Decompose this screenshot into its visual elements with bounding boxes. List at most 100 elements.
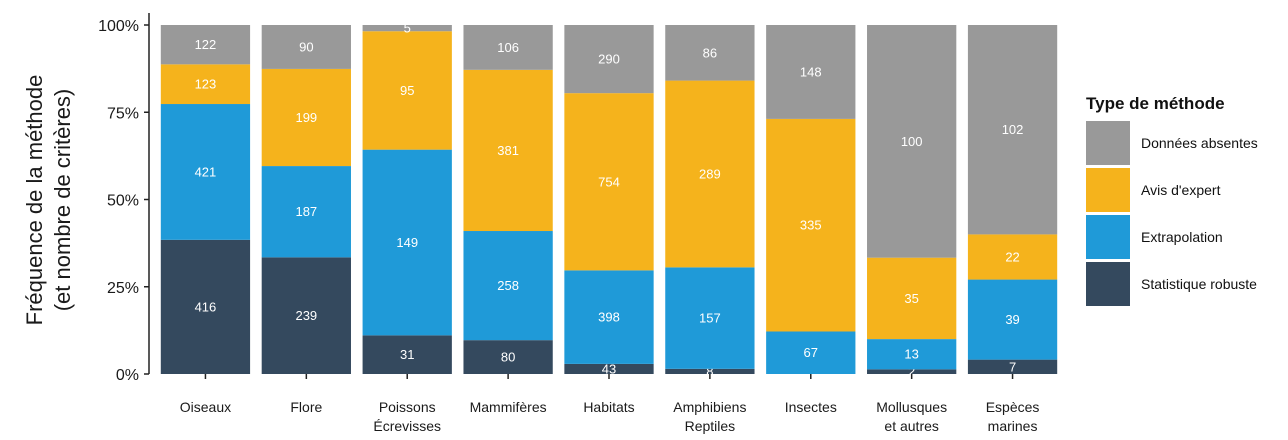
segment-value-label: 258 — [497, 278, 519, 293]
bar-group: 7 39 22 102 — [967, 25, 1058, 374]
segment-value-label: 5 — [404, 21, 411, 36]
y-tick-label: 100% — [98, 18, 139, 35]
x-category-label: Mammifères — [470, 399, 547, 415]
bar-segment — [867, 25, 957, 258]
legend-entry-label: Statistique robuste — [1141, 276, 1257, 292]
x-category-label-line: Écrevisses — [373, 418, 441, 434]
bar-segment — [867, 339, 957, 370]
bar-segment — [766, 25, 856, 119]
segment-value-label: 86 — [703, 45, 717, 60]
x-category-label: Oiseaux — [180, 399, 231, 415]
segment-value-label: 102 — [1002, 122, 1024, 137]
bar-segment — [867, 257, 957, 340]
bar-group: 239 187 199 90 — [261, 25, 351, 374]
x-category-label-line: marines — [988, 418, 1038, 434]
segment-value-label: 157 — [699, 311, 721, 326]
segment-value-label: 381 — [497, 143, 519, 158]
y-tick-label: 25% — [107, 280, 139, 297]
bar-segment — [463, 25, 553, 70]
y-axis-title: Fréquence de la méthode (et nombre de cri… — [22, 75, 75, 326]
segment-value-label: 67 — [804, 345, 818, 360]
segment-value-label: 754 — [598, 174, 620, 189]
segment-value-label: 398 — [598, 310, 620, 325]
bar-segment — [665, 80, 755, 268]
bar-group: 67 335 148 — [766, 25, 856, 374]
bar-segment — [362, 149, 452, 336]
bar-segment — [261, 68, 351, 167]
bar-segment — [362, 335, 452, 374]
bar-segment — [967, 25, 1058, 235]
x-category-label-line: Mollusques — [876, 399, 947, 415]
x-category-label-line: et autres — [884, 418, 938, 434]
y-tick-label: 0% — [116, 367, 139, 384]
bar-segment — [463, 69, 553, 232]
segment-value-label: 13 — [904, 347, 918, 362]
legend-swatch — [1086, 168, 1130, 212]
bar-segment — [967, 359, 1058, 374]
bar-segment — [261, 257, 351, 374]
bar-segment — [665, 368, 755, 374]
bar-group: 416 421 123 122 — [160, 25, 251, 374]
bar-segment — [160, 25, 251, 65]
x-category-label: Mollusques et autres — [876, 399, 947, 434]
bar-segment — [362, 31, 452, 150]
segment-value-label: 7 — [1009, 359, 1016, 374]
segment-value-label: 100 — [901, 134, 923, 149]
bar-segment — [665, 25, 755, 81]
bar-group: 80 258 381 106 — [463, 25, 553, 374]
segment-value-label: 80 — [501, 350, 515, 365]
segment-value-label: 122 — [195, 37, 217, 52]
bar-segment — [564, 25, 654, 94]
x-category-label-line: Habitats — [583, 399, 634, 415]
segment-value-label: 8 — [706, 364, 713, 379]
bar-group: 2 13 35 100 — [867, 25, 957, 379]
x-category-label: Espèces marines — [986, 399, 1040, 434]
segment-value-label: 289 — [699, 166, 721, 181]
bar-segment — [362, 25, 452, 32]
bar-segment — [564, 363, 654, 374]
x-category-label: Flore — [290, 399, 322, 415]
bar-segment — [665, 267, 755, 369]
legend-entry-label: Données absentes — [1141, 135, 1258, 151]
y-tick-label: 50% — [107, 193, 139, 210]
segment-value-label: 106 — [497, 40, 519, 55]
bar-segment — [261, 166, 351, 258]
segment-value-label: 123 — [195, 77, 217, 92]
segment-value-label: 187 — [295, 204, 317, 219]
legend-title: Type de méthode — [1086, 94, 1225, 113]
bar-segment — [766, 331, 856, 374]
bar-segment — [564, 93, 654, 271]
bar-segment — [160, 239, 251, 374]
segment-value-label: 31 — [400, 347, 414, 362]
legend-swatch — [1086, 262, 1130, 306]
bar-segment — [564, 270, 654, 364]
bar-segment — [160, 64, 251, 105]
x-category-label: Habitats — [583, 399, 634, 415]
legend-swatch — [1086, 121, 1130, 165]
x-category-label: Insectes — [785, 399, 837, 415]
y-axis-title-line: (et nombre de critères) — [50, 89, 75, 312]
bar-segment — [967, 234, 1058, 280]
x-category-label-line: Espèces — [986, 399, 1040, 415]
legend-swatch — [1086, 215, 1130, 259]
bar-segment — [766, 118, 856, 332]
segment-value-label: 149 — [396, 235, 418, 250]
y-tick-label: 75% — [107, 105, 139, 122]
x-category-label-line: Flore — [290, 399, 322, 415]
bar-group: 31 149 95 5 — [362, 21, 452, 374]
segment-value-label: 421 — [195, 164, 217, 179]
bar-segment — [463, 231, 553, 341]
segment-value-label: 2 — [908, 364, 915, 379]
segment-value-label: 90 — [299, 39, 313, 54]
x-category-label-line: Reptiles — [685, 418, 736, 434]
segment-value-label: 35 — [904, 291, 918, 306]
segment-value-label: 148 — [800, 64, 822, 79]
y-axis-title-line: Fréquence de la méthode — [22, 75, 47, 326]
bar-segment — [867, 369, 957, 374]
segment-value-label: 22 — [1005, 249, 1019, 264]
segment-value-label: 199 — [295, 110, 317, 125]
x-category-label-line: Amphibiens — [673, 399, 746, 415]
segment-value-label: 416 — [195, 299, 217, 314]
bar-group: 8 157 289 86 — [665, 25, 755, 379]
